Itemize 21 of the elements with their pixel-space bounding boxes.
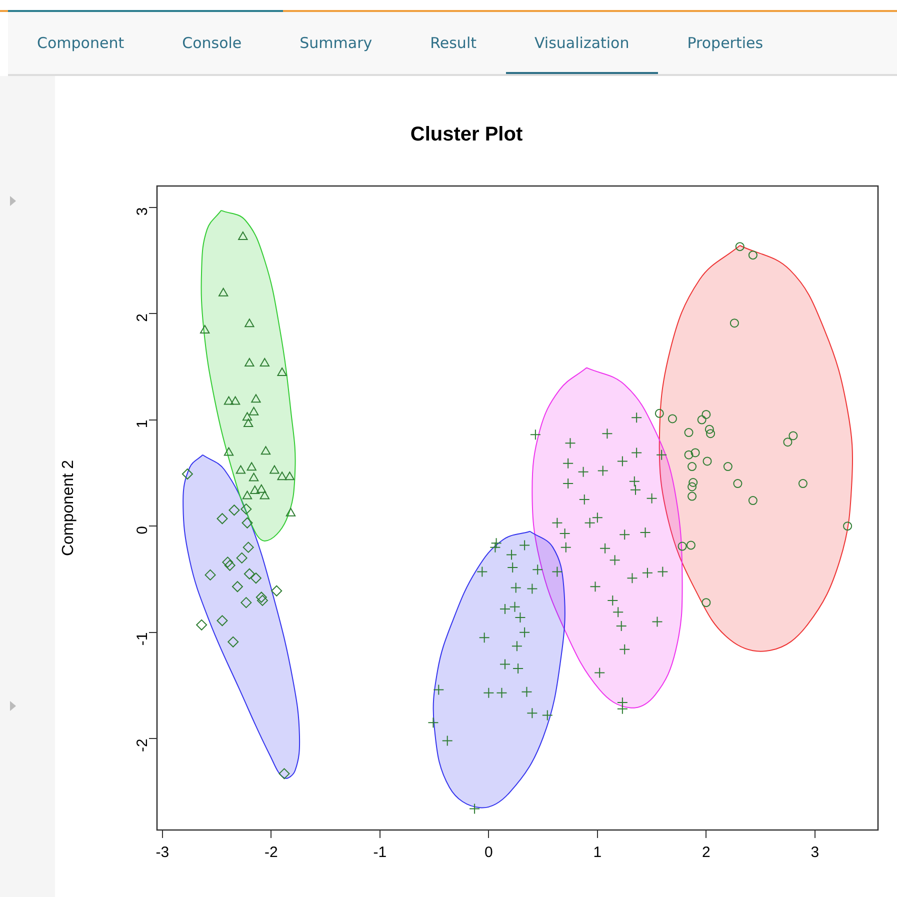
text: Visualization [506,12,658,74]
x-tick-label: 3 [810,844,820,862]
x-tick-label: 1 [593,844,602,862]
text: Result [429,33,478,54]
y-tick-label: 2 [134,314,152,322]
x-tick-label: -2 [264,844,278,862]
text: Console [181,33,243,54]
y-tick-label: -1 [134,632,152,646]
y-tick-label: 1 [134,420,152,428]
x-tick-label: 2 [702,844,710,862]
y-axis-title: Component 2 [60,460,78,556]
x-tick-label: -1 [373,844,387,862]
x-tick-label: -3 [156,844,170,862]
chart-title: Cluster Plot [410,124,523,146]
text: Properties [686,33,764,54]
x-tick-label: 0 [484,844,493,862]
y-tick-label: 0 [134,526,152,534]
text: Component [36,33,126,54]
y-tick-label: -2 [134,738,152,752]
text: Summary [298,33,374,54]
y-tick-label: 3 [134,207,152,216]
